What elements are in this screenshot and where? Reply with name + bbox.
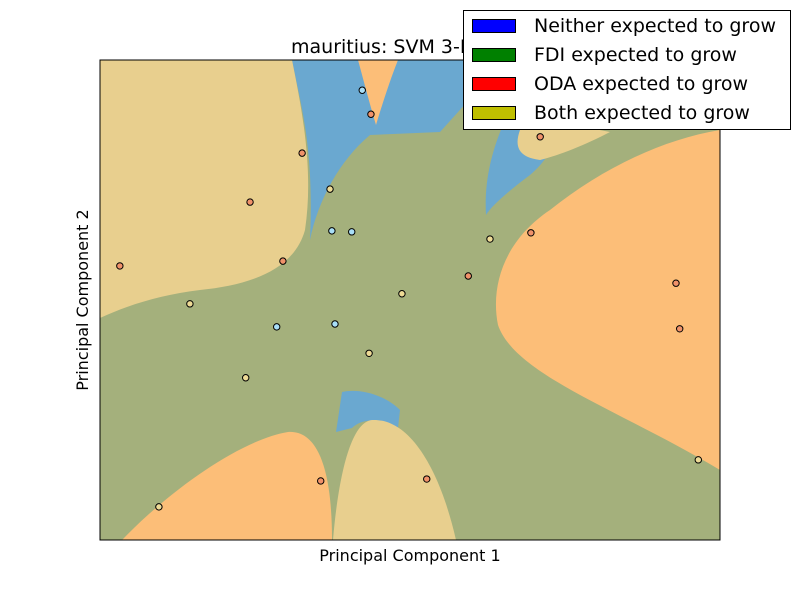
legend-item-oda: ODA expected to grow — [472, 73, 748, 95]
legend-label-oda: ODA expected to grow — [534, 73, 749, 95]
data-point — [672, 279, 680, 287]
region-oda-top-wedge — [358, 60, 398, 125]
points-layer — [116, 86, 702, 511]
legend-label-fdi: FDI expected to grow — [534, 44, 737, 66]
data-point — [298, 149, 306, 157]
data-point — [116, 262, 124, 270]
legend-item-both: Both expected to grow — [472, 102, 750, 124]
legend-label-both: Both expected to grow — [534, 102, 750, 124]
data-point — [348, 228, 356, 236]
data-point — [186, 300, 194, 308]
legend: Neither expected to grow FDI expected to… — [463, 10, 791, 130]
data-point — [367, 110, 375, 118]
data-point — [331, 320, 339, 328]
legend-label-neither: Neither expected to grow — [534, 15, 776, 37]
region-both-top-left — [100, 60, 309, 318]
legend-swatch-neither — [472, 19, 516, 33]
region-oda-right — [495, 130, 720, 470]
data-point — [486, 235, 494, 243]
legend-item-fdi: FDI expected to grow — [472, 44, 737, 66]
data-point — [536, 133, 544, 141]
data-point — [676, 325, 684, 333]
legend-swatch-oda — [472, 77, 516, 91]
legend-item-neither: Neither expected to grow — [472, 15, 776, 37]
data-point — [527, 229, 535, 237]
x-axis-label: Principal Component 1 — [319, 546, 500, 565]
data-point — [273, 323, 281, 331]
data-point — [328, 227, 336, 235]
data-point — [423, 475, 431, 483]
data-point — [246, 198, 254, 206]
data-point — [358, 86, 366, 94]
decision-regions — [100, 60, 720, 540]
data-point — [398, 290, 406, 298]
plot-frame — [99, 59, 721, 541]
region-neither-top — [292, 60, 505, 240]
data-point — [464, 272, 472, 280]
legend-swatch-both — [472, 106, 516, 120]
data-point — [317, 477, 325, 485]
data-point — [694, 456, 702, 464]
data-point — [242, 374, 250, 382]
y-axis-label: Principal Component 2 — [73, 209, 92, 390]
region-oda-bottom-left — [122, 431, 332, 540]
data-point — [365, 349, 373, 357]
data-point — [155, 503, 163, 511]
legend-swatch-fdi — [472, 48, 516, 62]
region-both-bottom-mid — [333, 419, 456, 540]
data-point — [279, 257, 287, 265]
data-point — [326, 185, 334, 193]
